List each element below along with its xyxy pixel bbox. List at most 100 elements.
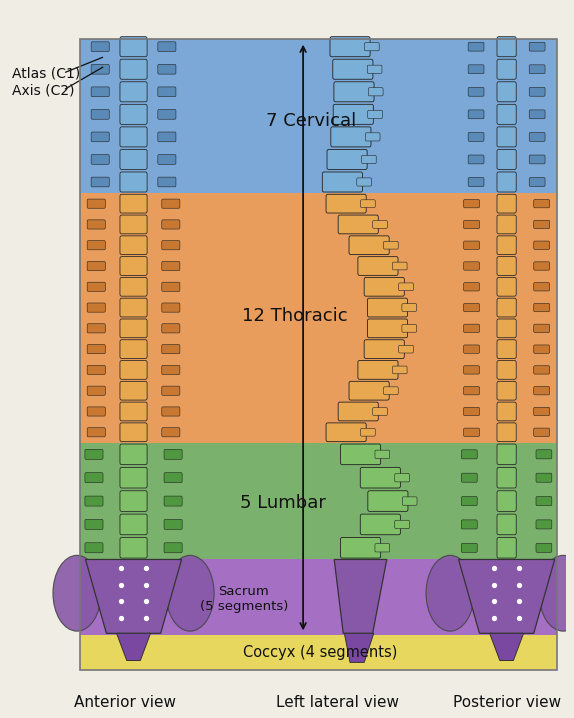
FancyBboxPatch shape [497, 104, 516, 124]
FancyBboxPatch shape [87, 303, 105, 312]
FancyBboxPatch shape [534, 345, 549, 353]
FancyBboxPatch shape [357, 178, 371, 186]
Polygon shape [344, 633, 374, 663]
FancyBboxPatch shape [497, 256, 516, 276]
Ellipse shape [166, 555, 214, 631]
Text: 7 Cervical: 7 Cervical [266, 112, 356, 130]
FancyBboxPatch shape [358, 360, 398, 379]
FancyBboxPatch shape [91, 65, 109, 74]
FancyBboxPatch shape [120, 59, 147, 79]
FancyBboxPatch shape [464, 241, 479, 249]
Bar [80, 39, 557, 193]
FancyBboxPatch shape [364, 277, 404, 296]
FancyBboxPatch shape [399, 283, 413, 291]
FancyBboxPatch shape [464, 283, 479, 291]
FancyBboxPatch shape [331, 127, 371, 147]
FancyBboxPatch shape [536, 449, 552, 459]
FancyBboxPatch shape [393, 366, 407, 374]
FancyBboxPatch shape [162, 407, 180, 416]
FancyBboxPatch shape [402, 325, 417, 332]
Text: 12 Thoracic: 12 Thoracic [242, 307, 347, 325]
FancyBboxPatch shape [497, 172, 516, 192]
FancyBboxPatch shape [120, 491, 147, 511]
FancyBboxPatch shape [158, 109, 176, 119]
FancyBboxPatch shape [362, 155, 376, 164]
FancyBboxPatch shape [349, 236, 389, 255]
FancyBboxPatch shape [497, 491, 516, 511]
FancyBboxPatch shape [373, 408, 387, 415]
FancyBboxPatch shape [364, 340, 404, 358]
FancyBboxPatch shape [120, 423, 147, 442]
FancyBboxPatch shape [87, 407, 105, 416]
FancyBboxPatch shape [120, 538, 147, 558]
FancyBboxPatch shape [158, 65, 176, 74]
FancyBboxPatch shape [497, 59, 516, 79]
FancyBboxPatch shape [358, 256, 398, 276]
FancyBboxPatch shape [120, 82, 147, 102]
FancyBboxPatch shape [369, 88, 383, 96]
Text: 5 Lumbar: 5 Lumbar [241, 494, 326, 512]
Text: Anterior view: Anterior view [74, 695, 176, 710]
Text: Axis (C2): Axis (C2) [12, 83, 75, 98]
FancyBboxPatch shape [120, 444, 147, 465]
FancyBboxPatch shape [87, 282, 105, 292]
FancyBboxPatch shape [497, 215, 516, 234]
FancyBboxPatch shape [120, 298, 147, 317]
FancyBboxPatch shape [383, 387, 398, 395]
FancyBboxPatch shape [87, 386, 105, 396]
FancyBboxPatch shape [327, 149, 367, 169]
FancyBboxPatch shape [534, 283, 549, 291]
FancyBboxPatch shape [497, 82, 516, 102]
FancyBboxPatch shape [497, 277, 516, 296]
FancyBboxPatch shape [85, 496, 103, 506]
FancyBboxPatch shape [340, 444, 381, 465]
FancyBboxPatch shape [468, 177, 484, 187]
FancyBboxPatch shape [464, 262, 479, 270]
FancyBboxPatch shape [497, 195, 516, 213]
Ellipse shape [53, 555, 101, 631]
FancyBboxPatch shape [120, 340, 147, 358]
FancyBboxPatch shape [468, 155, 484, 164]
FancyBboxPatch shape [367, 319, 408, 337]
FancyBboxPatch shape [534, 241, 549, 249]
FancyBboxPatch shape [368, 111, 382, 118]
FancyBboxPatch shape [85, 543, 103, 553]
FancyBboxPatch shape [367, 65, 382, 73]
FancyBboxPatch shape [529, 42, 545, 51]
Polygon shape [334, 559, 387, 633]
FancyBboxPatch shape [158, 42, 176, 52]
FancyBboxPatch shape [326, 423, 366, 442]
FancyBboxPatch shape [464, 304, 479, 312]
FancyBboxPatch shape [162, 428, 180, 437]
FancyBboxPatch shape [360, 467, 401, 488]
FancyBboxPatch shape [334, 82, 374, 102]
FancyBboxPatch shape [461, 449, 477, 459]
FancyBboxPatch shape [120, 467, 147, 488]
FancyBboxPatch shape [368, 491, 408, 511]
FancyBboxPatch shape [364, 42, 379, 51]
FancyBboxPatch shape [120, 149, 147, 169]
FancyBboxPatch shape [497, 402, 516, 421]
FancyBboxPatch shape [162, 241, 180, 250]
Bar [80, 635, 557, 670]
FancyBboxPatch shape [497, 360, 516, 379]
Ellipse shape [426, 555, 474, 631]
FancyBboxPatch shape [464, 220, 479, 228]
FancyBboxPatch shape [120, 319, 147, 337]
FancyBboxPatch shape [402, 497, 417, 505]
FancyBboxPatch shape [360, 200, 375, 208]
Text: Atlas (C1): Atlas (C1) [12, 66, 80, 80]
Bar [80, 193, 557, 443]
Text: Left lateral view: Left lateral view [276, 695, 398, 710]
FancyBboxPatch shape [383, 241, 398, 249]
FancyBboxPatch shape [162, 261, 180, 271]
FancyBboxPatch shape [164, 519, 182, 529]
Polygon shape [459, 559, 554, 633]
FancyBboxPatch shape [158, 177, 176, 187]
FancyBboxPatch shape [91, 42, 109, 52]
FancyBboxPatch shape [529, 110, 545, 118]
FancyBboxPatch shape [360, 514, 401, 535]
FancyBboxPatch shape [349, 381, 389, 400]
FancyBboxPatch shape [468, 110, 484, 118]
FancyBboxPatch shape [162, 303, 180, 312]
